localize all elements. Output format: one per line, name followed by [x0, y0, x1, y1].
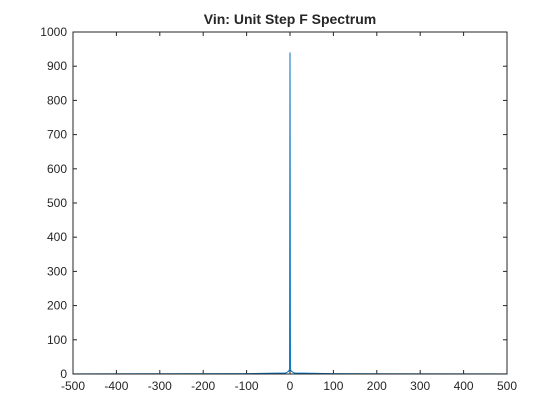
x-tick-label: 500	[497, 379, 517, 393]
y-tick-label: 800	[47, 93, 67, 107]
y-axis: 0 100 200 300 400 500 600 700 800 900 1000	[40, 25, 507, 381]
x-tick-label: -100	[235, 379, 259, 393]
y-tick-label: 400	[47, 230, 67, 244]
x-tick-label: 300	[410, 379, 430, 393]
y-tick-label: 500	[47, 196, 67, 210]
y-tick-label: 0	[60, 367, 67, 381]
axes-box	[72, 31, 508, 375]
y-tick-label: 1000	[40, 25, 67, 39]
x-tick-label: 200	[367, 379, 387, 393]
y-tick-label: 100	[47, 333, 67, 347]
x-tick-label: -300	[148, 379, 172, 393]
x-tick-label: -200	[191, 379, 215, 393]
y-tick-label: 700	[47, 128, 67, 142]
y-tick-label: 300	[47, 264, 67, 278]
series-line	[72, 52, 508, 375]
x-tick-label: 400	[454, 379, 474, 393]
y-tick-label: 200	[47, 299, 67, 313]
series-layer	[72, 52, 508, 375]
x-tick-label: 0	[287, 379, 294, 393]
y-tick-label: 900	[47, 59, 67, 73]
chart-title: Vin: Unit Step F Spectrum	[204, 11, 376, 27]
x-tick-label: -400	[104, 379, 128, 393]
x-axis: -500 -400 -300 -200 -100 0 100 200 300 400 500	[61, 32, 517, 393]
x-tick-label: 100	[323, 379, 343, 393]
y-tick-label: 600	[47, 162, 67, 176]
x-tick-label: -500	[61, 379, 85, 393]
